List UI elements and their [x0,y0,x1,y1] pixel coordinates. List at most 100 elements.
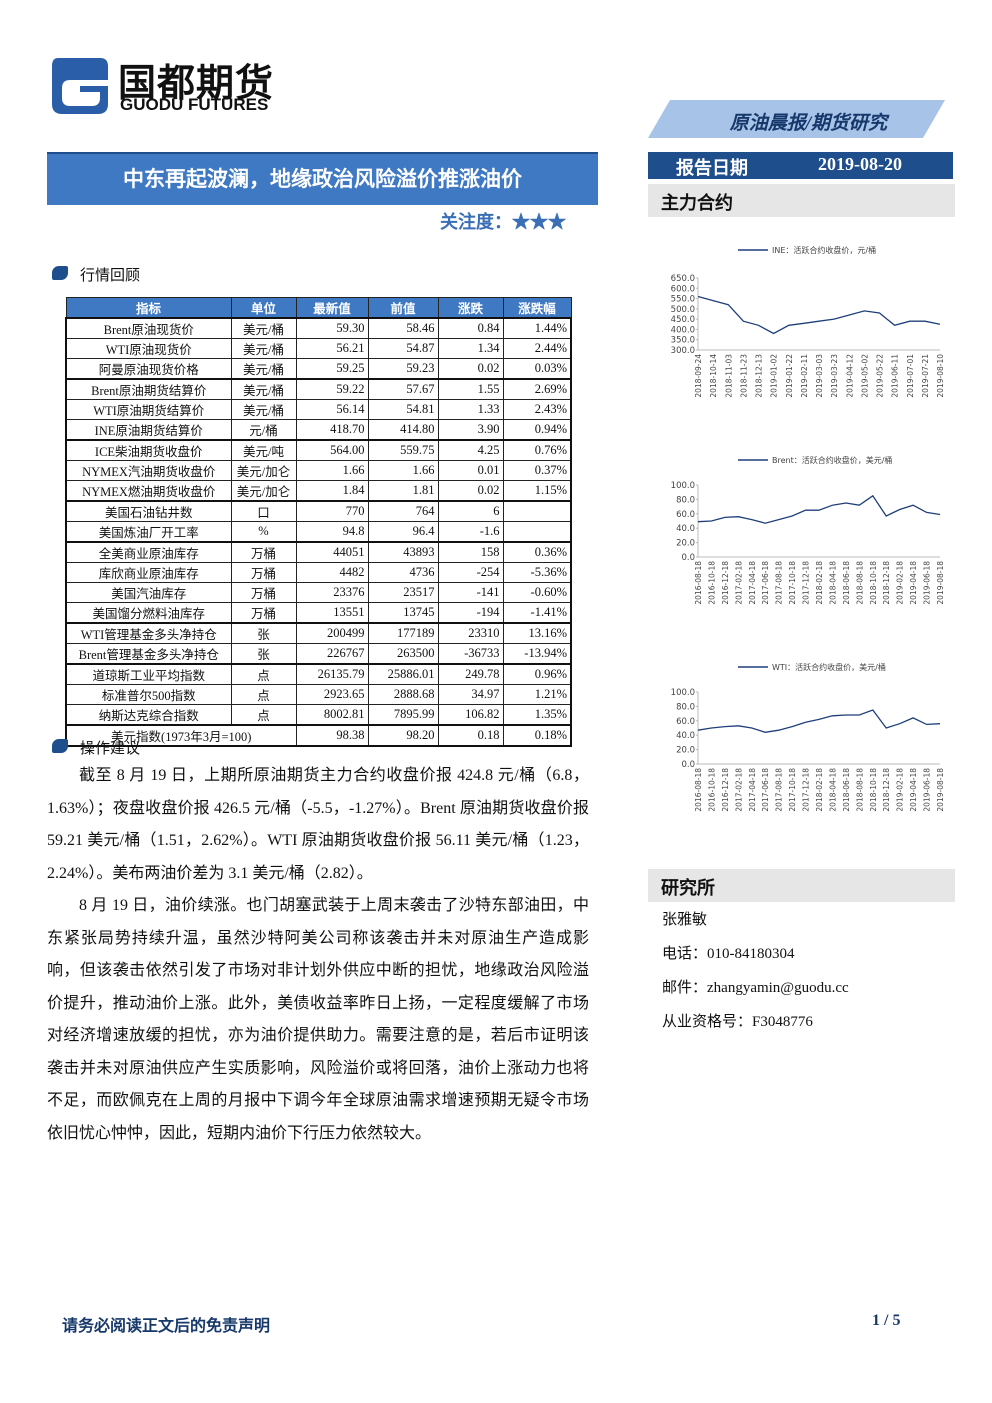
y-tick-label: 100.0 [671,481,695,491]
logo-icon [52,58,108,114]
table-row: WTI原油现货价 美元/桶 56.21 54.87 1.34 2.44% [65,338,572,359]
x-tick-label: 2019-07-01 [906,354,915,398]
attention: 关注度：★★★ [440,212,566,232]
x-tick-label: 2019-02-18 [896,561,905,605]
table-cell: 418.70 [295,419,369,441]
table-cell: 1.55 [437,378,504,400]
table-cell: 标准普尔500指数 [65,684,232,705]
table-cell: 元/桶 [230,419,297,441]
legend-label: INE：活跃合约收盘价，元/桶 [772,245,876,255]
table-cell: % [230,521,297,543]
table-cell: 2.43% [502,399,572,420]
table-cell: -5.36% [502,562,572,583]
x-tick-label: 2019-06-11 [891,354,900,398]
x-tick-label: 2017-12-18 [802,561,811,605]
y-tick-label: 350.0 [671,336,695,346]
chart: WTI：活跃合约收盘价，美元/桶 0.0 20.0 40.0 60.0 80.0 100.0… [671,662,945,812]
header-cell: 单位 [230,297,297,319]
table-cell: 0.84 [437,317,504,339]
header-cell: 指标 [65,297,232,319]
paragraph: 截至 8 月 19 日，上期所原油期货主力合约收盘价报 424.8 元/桶（6.… [47,767,589,882]
x-tick-label: 2017-02-18 [734,768,743,812]
table-row: 纳斯达克综合指数点 8002.81 7895.99 106.82 1.35% [65,704,572,726]
table-cell: 13745 [367,602,439,624]
x-tick-label: 2016-10-18 [707,768,716,812]
table-cell: 13551 [295,602,369,624]
x-tick-label: 2018-04-18 [828,768,837,812]
x-tick-label: 2017-02-18 [734,561,743,605]
line-series [697,709,941,733]
table-cell: 58.46 [367,317,439,339]
x-tick-label: 2019-08-10 [936,354,945,398]
table-row: 美元指数(1973年3月=100) 98.38 98.20 0.18 0.18% [65,724,572,747]
x-tick-label: 2019-02-11 [800,354,809,398]
table-row: 阿曼原油现货价格 美元/桶 59.25 59.23 0.02 0.03% [65,358,572,380]
table-cell: 3.90 [437,419,504,441]
table-cell: 23376 [295,582,369,603]
table-cell: -0.60% [502,582,572,603]
table-cell: 56.21 [295,338,369,359]
table-cell: 7895.99 [367,704,439,726]
x-tick-label: 2019-03-23 [830,354,839,398]
x-tick-label: 2018-12-18 [882,768,891,812]
table-cell: 25886.01 [367,663,439,685]
header-cell: 涨跌幅 [502,297,572,319]
y-tick-label: 450.0 [671,315,695,325]
table-cell: -194 [437,602,504,624]
table-cell: -1.6 [437,521,504,543]
row-group: 美国石油钻井数口 770 764 6 美国炼油厂开工率% 94.8 96.4 -1.6 [65,500,572,543]
y-tick-label: 80.0 [676,702,695,712]
table-cell: NYMEX燃油期货收盘价 [65,480,232,502]
table-cell: 2923.65 [295,684,369,705]
table-cell: 1.15% [502,480,572,502]
table-cell: 96.4 [367,521,439,543]
table-cell: 0.18 [437,724,504,747]
x-tick-label: 2016-10-18 [707,561,716,605]
y-tick-label: 100.0 [671,688,695,698]
x-tick-label: 2018-02-18 [815,561,824,605]
table-cell: 559.75 [367,439,439,461]
table-cell: 54.81 [367,399,439,420]
row-group: 全美商业原油库存 万桶 44051 43893 158 0.36% 库欣商业原油库存 万桶 44… [65,541,572,624]
header-row: 指标 单位 最新值 前值 涨跌 涨跌幅 [65,297,572,319]
table-row: NYMEX燃油期货收盘价 美元/加仑 1.84 1.81 0.02 1.15% [65,480,572,502]
table-row: WTI原油期货结算价 美元/桶 56.14 54.81 1.33 2.43% [65,399,572,420]
section-icon [52,739,68,753]
table-row: 道琼斯工业平均指数点 26135.79 25886.01 249.78 0.96% [65,663,572,685]
table-cell: WTI管理基金多头净持仓 [65,622,232,644]
table-cell: 美元指数(1973年3月=100) [65,724,297,747]
table-cell: ICE柴油期货收盘价 [65,439,232,461]
x-tick-label: 2018-04-18 [828,561,837,605]
y-tick-label: 500.0 [671,305,695,315]
table-cell: 4736 [367,562,439,583]
table-cell: 1.66 [367,460,439,481]
table-cell: 26135.79 [295,663,369,685]
y-tick-label: 20.0 [676,539,695,549]
x-tick-label: 2019-04-12 [845,354,854,398]
table-cell: 全美商业原油库存 [65,541,232,563]
row-group: 美元指数(1973年3月=100) 98.38 98.20 0.18 0.18% [65,724,572,747]
table-row: WTI管理基金多头净持仓张 200499 177189 23310 13.16% [65,622,572,644]
table-cell: 1.44% [502,317,572,339]
table-cell: 万桶 [230,602,297,624]
contact-line: 邮件：zhangyamin@guodu.cc [662,980,849,996]
table-cell: WTI原油现货价 [65,338,232,359]
table-cell: 200499 [295,622,369,644]
x-tick-label: 2018-10-14 [709,354,718,398]
x-tick-label: 2019-08-18 [936,561,945,605]
table-cell: 美国炼油厂开工率 [65,521,232,543]
y-tick-label: 60.0 [676,717,695,727]
line-series [697,295,941,335]
table-cell: 59.22 [295,378,369,400]
table-cell: 8002.81 [295,704,369,726]
table-row: 美国石油钻井数口 770 764 6 [65,500,572,522]
table-cell: 764 [367,500,439,522]
table-cell: 美国汽油库存 [65,582,232,603]
row-group: ICE柴油期货收盘价 美元/吨 564.00 559.75 4.25 0.76% NYMEX… [65,439,572,502]
table-cell: 口 [230,500,297,522]
y-tick-label: 650.0 [671,274,695,284]
x-tick-label: 2019-07-21 [921,354,930,398]
table-cell: -141 [437,582,504,603]
x-tick-label: 2017-12-18 [802,768,811,812]
report-tag: 原油晨报/期货研究 [648,100,945,138]
